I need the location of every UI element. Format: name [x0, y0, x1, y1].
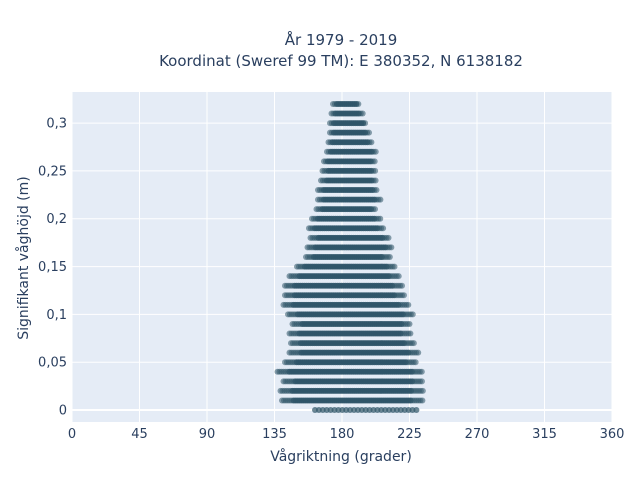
x-tick-label: 270 [465, 427, 490, 442]
data-point [419, 387, 426, 394]
data-point [406, 320, 413, 327]
x-tick-label: 90 [199, 427, 216, 442]
y-tick-label: 0,15 [38, 260, 67, 275]
y-tick-label: 0 [59, 404, 67, 419]
data-point [395, 273, 402, 280]
x-tick-label: 180 [330, 427, 355, 442]
y-axis-title: Signifikant våghöjd (m) [15, 176, 32, 339]
y-tick-label: 0,2 [46, 212, 67, 227]
chart-title-line-1: År 1979 - 2019 [285, 30, 398, 49]
x-tick-labels: 0 45 90 135 180 225 270 315 360 [68, 427, 625, 442]
data-point [372, 167, 379, 174]
y-tick-labels: 0 0,05 0,1 0,15 0,2 0,25 0,3 [38, 117, 67, 419]
x-axis-title: Vågriktning (grader) [270, 448, 412, 465]
data-point [373, 187, 380, 194]
data-point [362, 120, 369, 127]
data-point [418, 378, 425, 385]
x-tick-label: 45 [131, 427, 148, 442]
data-point [400, 292, 407, 299]
y-tick-label: 0,25 [38, 164, 67, 179]
data-point [412, 359, 419, 366]
x-tick-label: 225 [397, 427, 422, 442]
x-tick-label: 360 [600, 427, 625, 442]
data-point [386, 254, 393, 260]
y-tick-label: 0,05 [38, 356, 67, 371]
y-tick-label: 0,1 [46, 308, 67, 323]
data-point [368, 139, 375, 146]
data-points [274, 100, 426, 414]
data-point [391, 263, 398, 270]
data-point [359, 110, 366, 117]
data-point [355, 100, 362, 107]
data-point [399, 282, 405, 289]
data-point [415, 349, 422, 356]
data-point [385, 234, 392, 241]
data-point [388, 244, 395, 251]
data-point [372, 177, 379, 184]
x-tick-label: 135 [262, 427, 287, 442]
x-tick-label: 0 [68, 427, 76, 442]
x-tick-label: 315 [532, 427, 557, 442]
data-point [418, 368, 425, 375]
data-point [371, 158, 378, 165]
data-point [419, 397, 426, 404]
data-point [366, 129, 372, 136]
data-point [410, 340, 417, 347]
data-point [407, 330, 414, 337]
chart-title-line-2: Koordinat (Sweref 99 TM): E 380352, N 61… [159, 52, 523, 70]
data-point [409, 311, 416, 318]
data-point [413, 407, 420, 414]
y-tick-label: 0,3 [46, 117, 67, 132]
data-point [405, 301, 412, 308]
data-point [372, 148, 379, 155]
data-point [377, 215, 384, 222]
data-point [380, 225, 387, 232]
data-point [372, 206, 378, 213]
data-point [377, 196, 384, 203]
